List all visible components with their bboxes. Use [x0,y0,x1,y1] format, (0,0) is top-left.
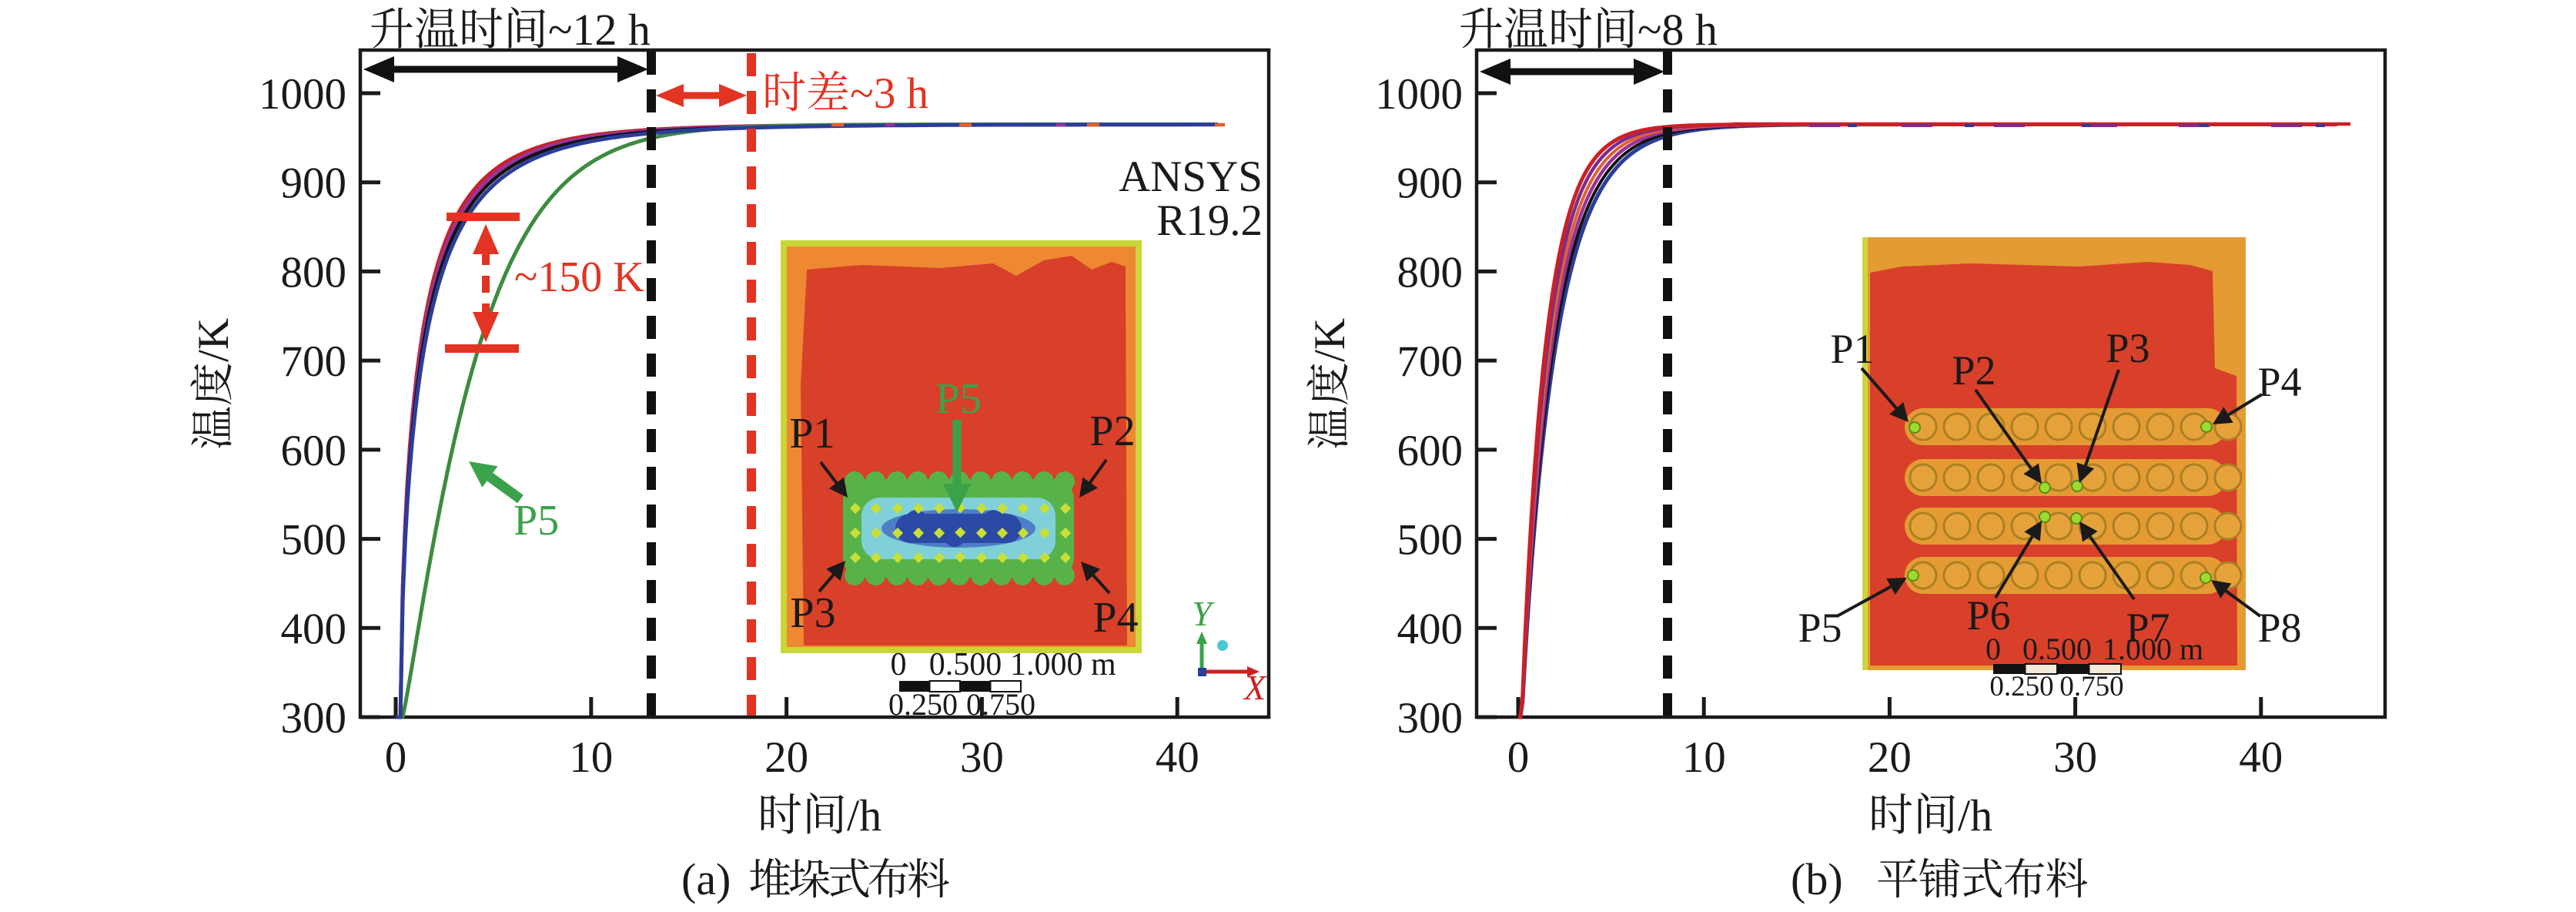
svg-text:600: 600 [1397,427,1464,475]
svg-text:P8: P8 [2257,605,2301,651]
svg-text:/K: /K [189,318,238,362]
svg-text:20: 20 [764,733,808,782]
svg-text:P1: P1 [789,410,835,458]
svg-text:P6: P6 [1966,592,2010,639]
svg-text:P7: P7 [2126,605,2170,651]
svg-text:P3: P3 [2106,325,2149,371]
svg-text:40: 40 [2239,733,2283,782]
svg-text:~150 K: ~150 K [514,253,644,301]
svg-text:P5: P5 [1798,605,1842,651]
svg-text:0: 0 [1986,632,2001,666]
svg-text:0.750: 0.750 [2059,671,2123,702]
svg-text:30: 30 [2053,733,2097,782]
svg-text:0.500: 0.500 [2022,632,2092,666]
svg-text:(a): (a) [681,854,731,904]
svg-text:P1: P1 [1830,326,1874,372]
svg-text:P2: P2 [1952,347,1996,394]
svg-text:40: 40 [1156,733,1199,782]
svg-text:0: 0 [385,733,407,782]
svg-text:/h: /h [1958,790,1992,840]
svg-text:1.000 m: 1.000 m [2103,632,2203,666]
svg-text:X: X [1243,668,1267,707]
svg-text:500: 500 [1397,516,1464,565]
svg-text:300: 300 [1397,694,1464,743]
svg-text:0.500: 0.500 [929,647,1002,682]
svg-text:R19.2: R19.2 [1156,196,1263,245]
svg-text:0.250: 0.250 [888,687,958,722]
svg-text:800: 800 [1397,248,1464,297]
svg-text:400: 400 [281,605,347,653]
svg-text:500: 500 [281,516,347,565]
svg-text:10: 10 [569,733,613,782]
svg-text:900: 900 [281,159,347,208]
svg-text:1000: 1000 [259,70,346,119]
svg-text:0.750: 0.750 [966,687,1035,722]
svg-text:1.000 m: 1.000 m [1010,647,1116,682]
svg-text:0.250: 0.250 [1989,671,2053,702]
svg-text:300: 300 [281,694,347,743]
svg-text:700: 700 [281,337,347,386]
svg-text:600: 600 [281,427,347,475]
svg-text:400: 400 [1397,605,1464,653]
svg-text:1000: 1000 [1375,70,1463,119]
svg-text:~3 h: ~3 h [850,69,928,118]
svg-text:30: 30 [960,733,1004,782]
svg-text:800: 800 [281,248,347,297]
svg-text:P5: P5 [514,497,559,545]
svg-text:0: 0 [891,647,907,682]
svg-text:~12 h: ~12 h [548,5,651,55]
svg-text:0: 0 [1507,733,1530,782]
svg-text:ANSYS: ANSYS [1119,153,1263,201]
svg-text:P2: P2 [1089,407,1135,455]
svg-text:P3: P3 [790,589,835,637]
svg-text:/h: /h [847,790,882,840]
svg-text:700: 700 [1397,337,1464,386]
svg-text:900: 900 [1397,159,1464,208]
svg-text:~8 h: ~8 h [1638,5,1718,55]
svg-text:(b): (b) [1791,854,1843,904]
svg-text:P4: P4 [2257,359,2301,405]
svg-text:P4: P4 [1092,594,1138,642]
svg-text:20: 20 [1868,733,1912,782]
svg-text:Y: Y [1192,594,1215,633]
svg-text:P5: P5 [935,375,981,423]
svg-text:10: 10 [1682,733,1726,782]
svg-text:/K: /K [1306,318,1354,362]
